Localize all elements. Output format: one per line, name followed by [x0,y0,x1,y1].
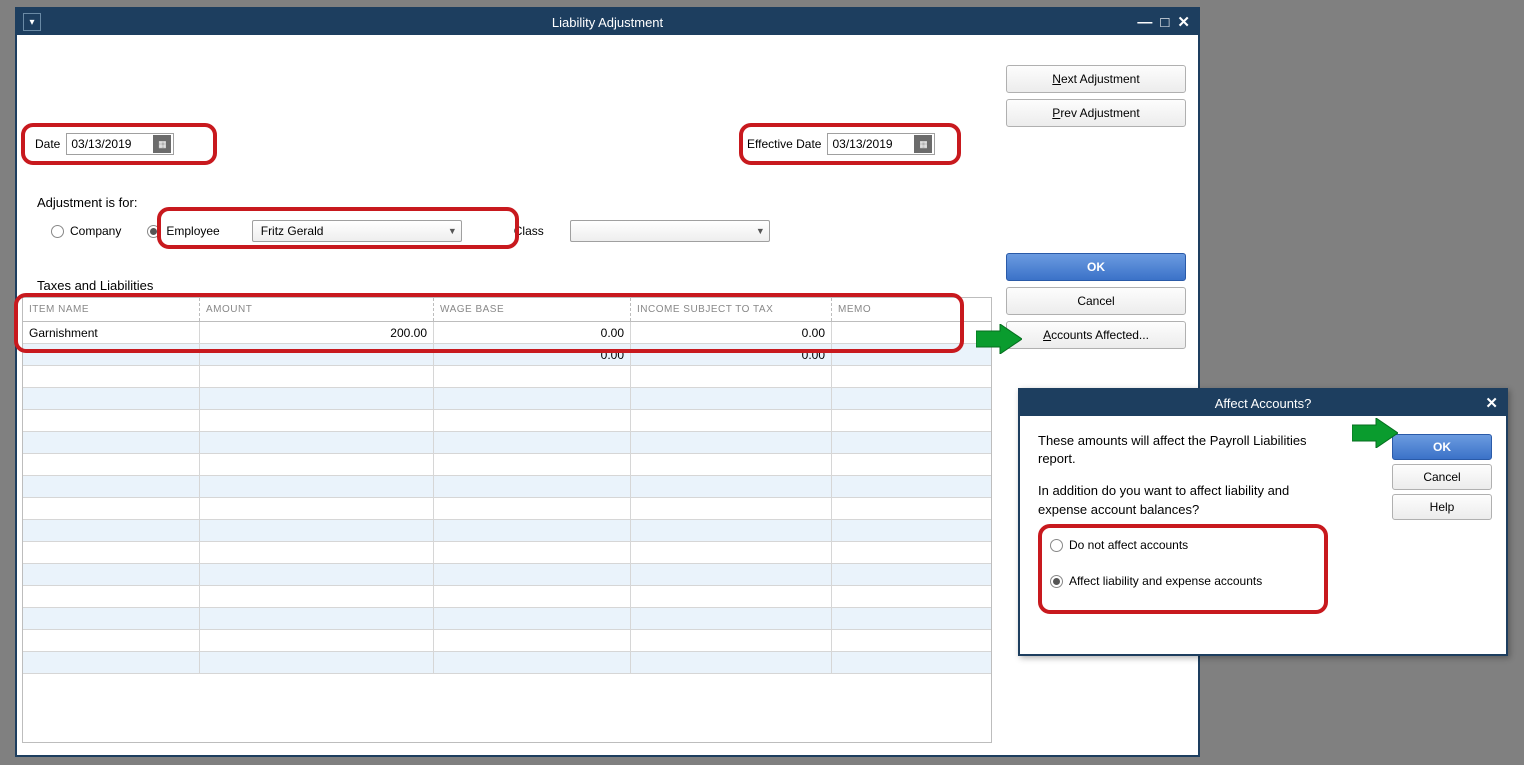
cell-item[interactable] [23,344,200,365]
minimize-icon[interactable]: — [1137,15,1152,30]
class-select[interactable]: ▼ [570,220,770,242]
window-menu-icon[interactable]: ▾ [23,13,41,31]
radio-employee[interactable]: Employee [147,224,219,238]
cell-wage[interactable]: 0.00 [434,344,631,365]
taxes-liabilities-label: Taxes and Liabilities [37,278,153,293]
cell-item[interactable]: Garnishment [23,322,200,343]
taxes-table: ITEM NAME AMOUNT WAGE BASE INCOME SUBJEC… [22,297,992,743]
radio-affect-accounts-label: Affect liability and expense accounts [1069,574,1262,588]
date-field-group: Date ▦ [35,133,174,155]
date-input-wrap[interactable]: ▦ [66,133,174,155]
arrow-to-dialog-ok [1352,418,1398,448]
cell-amount[interactable] [200,344,434,365]
table-row[interactable] [23,630,991,652]
affect-accounts-dialog: Affect Accounts? ✕ These amounts will af… [1018,388,1508,656]
dialog-title: Affect Accounts? [1215,396,1312,411]
radio-do-not-affect[interactable]: Do not affect accounts [1050,538,1262,552]
calendar-icon[interactable]: ▦ [914,135,932,153]
effective-date-input-wrap[interactable]: ▦ [827,133,935,155]
radio-employee-label: Employee [166,224,219,238]
window-title: Liability Adjustment [552,15,663,30]
radio-affect-accounts-input[interactable] [1050,575,1063,588]
ok-button[interactable]: OK [1006,253,1186,281]
chevron-down-icon: ▼ [756,226,765,236]
close-icon[interactable]: ✕ [1177,15,1190,30]
calendar-icon[interactable]: ▦ [153,135,171,153]
radio-company[interactable]: Company [51,224,121,238]
table-row[interactable] [23,388,991,410]
dialog-cancel-button[interactable]: Cancel [1392,464,1492,490]
dialog-ok-button[interactable]: OK [1392,434,1492,460]
radio-company-input[interactable] [51,225,64,238]
table-row[interactable]: Garnishment200.000.000.00 [23,322,991,344]
maximize-icon[interactable]: □ [1160,15,1169,30]
effective-date-input[interactable] [828,134,914,154]
table-row[interactable] [23,564,991,586]
table-header: ITEM NAME AMOUNT WAGE BASE INCOME SUBJEC… [23,298,991,322]
table-row[interactable] [23,608,991,630]
table-row[interactable] [23,454,991,476]
cell-memo[interactable] [832,322,941,343]
radio-employee-input[interactable] [147,225,160,238]
table-body[interactable]: Garnishment200.000.000.000.000.00 [23,322,991,742]
accounts-affected-button[interactable]: Accounts Affected... [1006,321,1186,349]
date-label: Date [35,137,60,151]
date-input[interactable] [67,134,153,154]
employee-select-value: Fritz Gerald [261,224,442,238]
table-row[interactable] [23,586,991,608]
cell-memo[interactable] [832,344,941,365]
th-item: ITEM NAME [23,298,200,321]
radio-do-not-affect-label: Do not affect accounts [1069,538,1188,552]
dialog-close-icon[interactable]: ✕ [1485,396,1498,411]
dialog-help-button[interactable]: Help [1392,494,1492,520]
effective-date-field-group: Effective Date ▦ [747,133,935,155]
class-label: Class [514,224,544,238]
titlebar: ▾ Liability Adjustment — □ ✕ [17,9,1198,35]
dialog-text-2: In addition do you want to affect liabil… [1038,482,1338,518]
table-row[interactable] [23,520,991,542]
radio-affect-accounts[interactable]: Affect liability and expense accounts [1050,574,1262,588]
th-tax: INCOME SUBJECT TO TAX [631,298,832,321]
th-amount: AMOUNT [200,298,434,321]
cell-tax[interactable]: 0.00 [631,322,832,343]
cell-amount[interactable]: 200.00 [200,322,434,343]
dialog-text-1: These amounts will affect the Payroll Li… [1038,432,1338,468]
radio-do-not-affect-input[interactable] [1050,539,1063,552]
th-wage: WAGE BASE [434,298,631,321]
chevron-down-icon: ▼ [448,226,457,236]
table-row[interactable] [23,476,991,498]
cell-tax[interactable]: 0.00 [631,344,832,365]
radio-company-label: Company [70,224,121,238]
arrow-to-accounts [976,324,1022,354]
effective-date-label: Effective Date [747,137,821,151]
cancel-button[interactable]: Cancel [1006,287,1186,315]
adjustment-for-label: Adjustment is for: [37,195,770,210]
dialog-titlebar: Affect Accounts? ✕ [1020,390,1506,416]
table-row[interactable] [23,542,991,564]
next-adjustment-button[interactable]: Next Adjustment [1006,65,1186,93]
table-row[interactable] [23,652,991,674]
th-memo: MEMO [832,298,941,321]
table-row[interactable]: 0.000.00 [23,344,991,366]
prev-adjustment-button[interactable]: Prev Adjustment [1006,99,1186,127]
employee-select[interactable]: Fritz Gerald ▼ [252,220,462,242]
table-row[interactable] [23,498,991,520]
cell-wage[interactable]: 0.00 [434,322,631,343]
table-row[interactable] [23,366,991,388]
table-row[interactable] [23,410,991,432]
table-row[interactable] [23,432,991,454]
